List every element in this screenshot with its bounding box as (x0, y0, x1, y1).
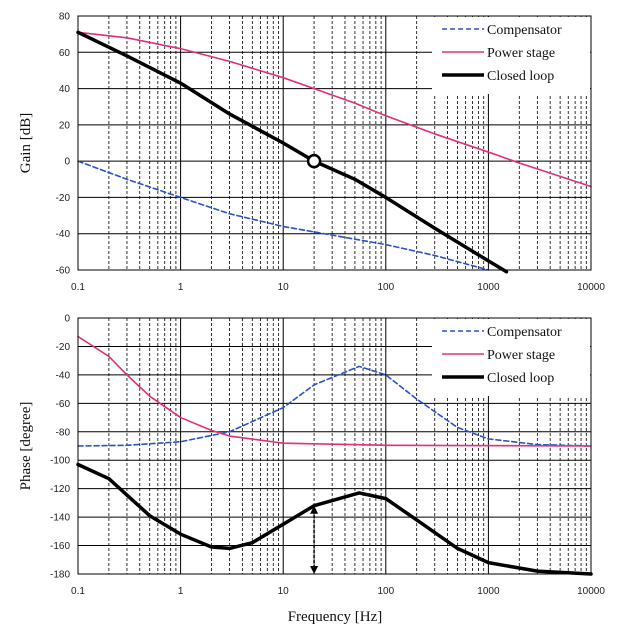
frequency-x-axis-label: Frequency [Hz] (288, 609, 383, 625)
series-line-compensator (77, 365, 592, 447)
gain-legend: Compensator Power stage Closed loop (432, 17, 590, 94)
y-tick-label: -80 (56, 427, 71, 438)
x-tick-label: 1 (178, 282, 184, 293)
x-tick-label: 10000 (577, 586, 605, 597)
x-tick-label: 1000 (477, 586, 500, 597)
gain-y-axis-label: Gain [dB] (18, 113, 34, 173)
phase-annotation (310, 505, 319, 574)
y-tick-label: -60 (56, 399, 71, 410)
legend-label-closed-loop: Closed loop (487, 371, 554, 386)
legend-label-power-stage: Power stage (487, 348, 555, 363)
gain-chart: 80 60 40 20 0 -20 -40 -600.1 1 10 100 1000 10000 Com… (18, 12, 605, 294)
legend-background (432, 319, 590, 396)
legend-background (432, 17, 590, 94)
y-tick-label: -20 (56, 342, 71, 353)
plot-frame (77, 317, 592, 575)
x-tick-label: 10 (278, 586, 290, 597)
x-tick-label: 0.1 (71, 586, 85, 597)
legend-label-compensator: Compensator (487, 325, 562, 340)
series-line-power-stage (77, 335, 592, 447)
y-tick-label: -60 (56, 266, 71, 277)
legend-label-compensator: Compensator (487, 23, 562, 38)
series-line-power-stage (77, 31, 592, 188)
y-tick-label: 80 (59, 12, 71, 23)
y-tick-label: -20 (56, 193, 71, 204)
plot-frame (77, 15, 592, 271)
y-tick-label: -120 (50, 484, 70, 495)
y-tick-label: 0 (64, 314, 70, 325)
gain-annotation (306, 153, 322, 169)
series-line-compensator (77, 160, 490, 271)
y-tick-label: 40 (59, 84, 71, 95)
legend-label-closed-loop: Closed loop (487, 69, 554, 84)
y-tick-label: -40 (56, 370, 71, 381)
x-tick-label: 100 (377, 586, 394, 597)
phase-series (76, 335, 593, 576)
series-line-closed-loop (76, 462, 593, 576)
y-tick-label: -160 (50, 541, 70, 552)
x-tick-label: 0.1 (71, 282, 85, 293)
gain-tick-labels: 80 60 40 20 0 -20 -40 -600.1 1 10 100 1000 10000 (56, 12, 606, 294)
x-tick-label: 1 (178, 586, 184, 597)
y-tick-label: -40 (56, 229, 71, 240)
phase-margin-arrow-down-icon (310, 566, 319, 574)
x-tick-label: 1000 (477, 282, 500, 293)
phase-margin-arrow-up-icon (310, 505, 319, 514)
y-tick-label: 20 (59, 120, 71, 131)
phase-y-axis-label: Phase [degree] (18, 402, 34, 491)
y-tick-label: 60 (59, 48, 71, 59)
y-tick-label: -140 (50, 513, 70, 524)
x-tick-label: 10000 (577, 282, 605, 293)
x-tick-label: 10 (278, 282, 290, 293)
y-tick-label: -100 (50, 456, 70, 467)
legend-label-power-stage: Power stage (487, 46, 555, 61)
x-tick-label: 100 (377, 282, 394, 293)
crossover-marker (306, 153, 322, 169)
y-tick-label: 0 (64, 157, 70, 168)
y-tick-label: -180 (50, 570, 70, 581)
phase-legend: Compensator Power stage Closed loop (432, 319, 590, 396)
